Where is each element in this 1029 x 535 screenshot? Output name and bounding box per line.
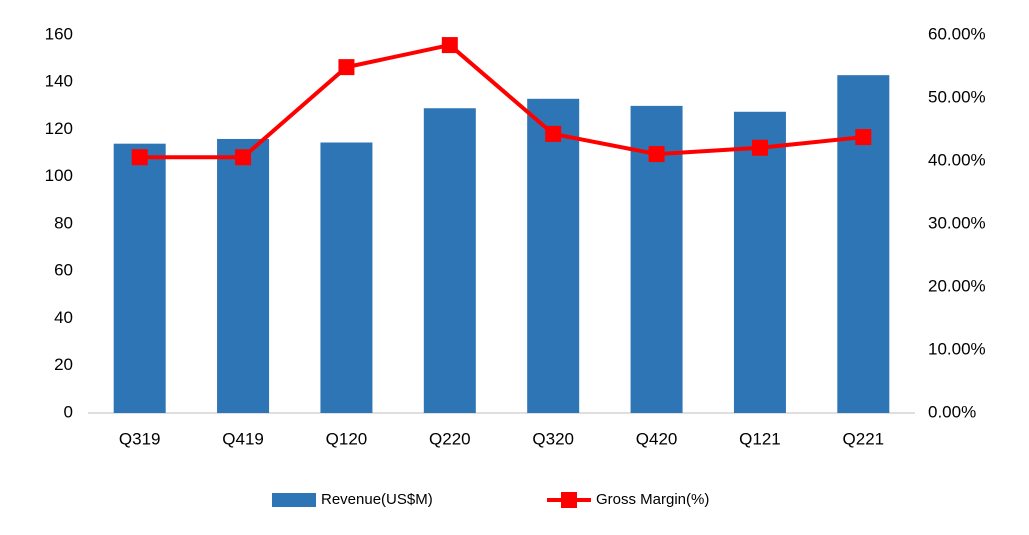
y-tick-label: 100: [45, 166, 73, 185]
x-tick-label: Q121: [739, 429, 781, 448]
y2-tick-label: 30.00%: [928, 213, 986, 232]
bar: [320, 142, 373, 413]
marker: [648, 146, 665, 163]
bar: [217, 138, 270, 413]
bar: [837, 75, 890, 413]
bar: [527, 98, 580, 413]
x-tick-label: Q221: [843, 429, 885, 448]
y-tick-label: 120: [45, 119, 73, 138]
marker: [545, 125, 562, 142]
marker: [441, 37, 458, 54]
legend-swatch: [272, 493, 316, 507]
legend-label: Revenue(US$M): [321, 491, 433, 508]
x-tick-label: Q320: [532, 429, 574, 448]
y2-tick-label: 20.00%: [928, 276, 986, 295]
y-tick-label: 60: [54, 261, 73, 280]
y-tick-label: 140: [45, 72, 73, 91]
x-tick-label: Q120: [326, 429, 368, 448]
legend-swatch: [561, 492, 577, 508]
line: [139, 42, 864, 160]
bar: [423, 108, 476, 414]
y-tick-label: 80: [54, 213, 73, 232]
y-tick-label: 40: [54, 308, 73, 327]
y-tick-label: 160: [45, 24, 73, 43]
y2-tick-label: 60.00%: [928, 24, 986, 43]
x-tick-label: Q319: [119, 429, 161, 448]
y2-tick-label: 0.00%: [928, 402, 976, 421]
bar: [733, 111, 786, 413]
y2-tick-label: 10.00%: [928, 339, 986, 358]
x-tick-label: Q419: [222, 429, 264, 448]
marker: [855, 129, 872, 146]
marker: [235, 149, 252, 166]
y2-tick-label: 40.00%: [928, 150, 986, 169]
bar: [113, 143, 166, 414]
marker: [751, 139, 768, 156]
marker: [131, 149, 148, 166]
legend-label: Gross Margin(%): [596, 491, 709, 508]
y-tick-label: 0: [64, 402, 73, 421]
y-tick-label: 20: [54, 355, 73, 374]
x-tick-label: Q420: [636, 429, 678, 448]
x-tick-label: Q220: [429, 429, 471, 448]
marker: [338, 59, 355, 76]
y2-tick-label: 50.00%: [928, 87, 986, 106]
